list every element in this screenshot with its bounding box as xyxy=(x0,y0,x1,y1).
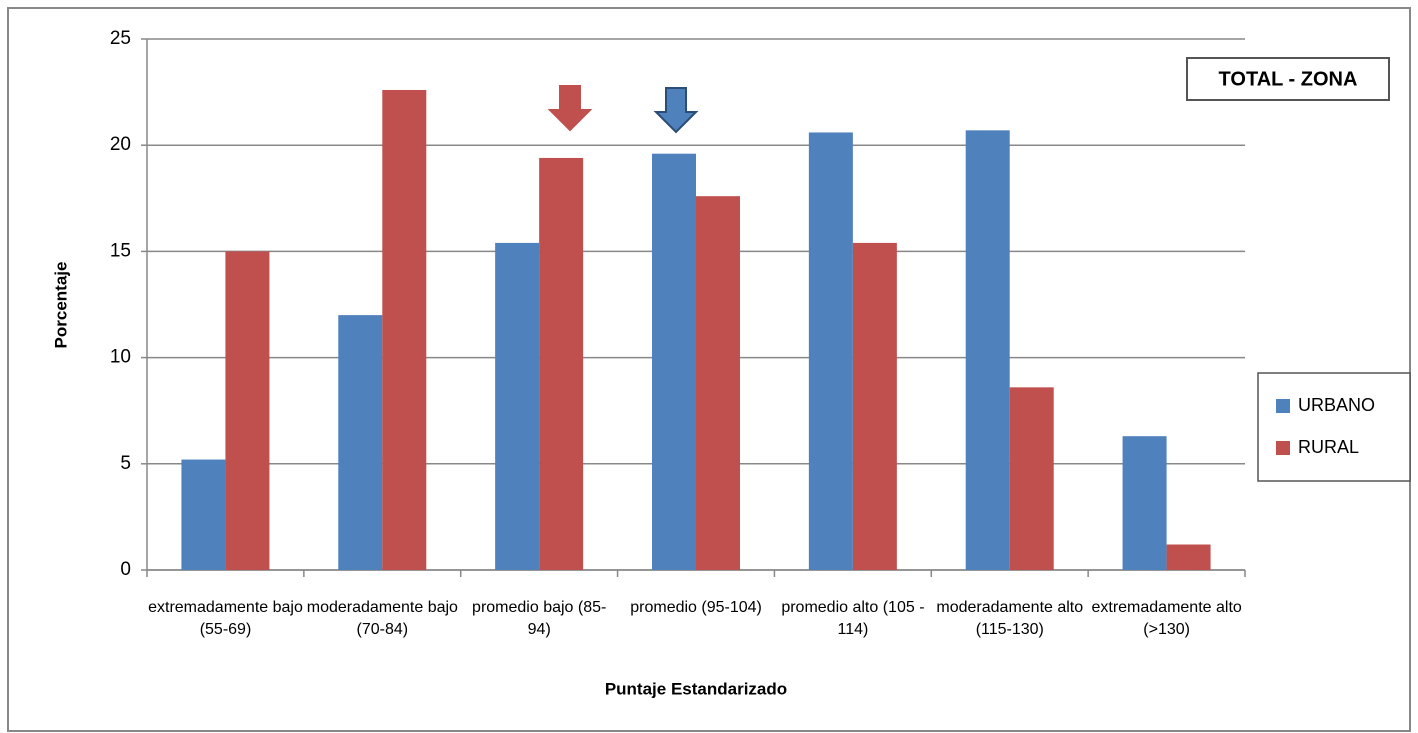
bar xyxy=(338,315,383,570)
x-axis-title: Puntaje Estandarizado xyxy=(605,679,787,698)
legend-label: URBANO xyxy=(1298,395,1375,415)
bar xyxy=(852,242,897,571)
bar xyxy=(181,459,226,570)
bar xyxy=(1166,544,1211,570)
bar xyxy=(382,89,427,570)
bar xyxy=(808,132,853,570)
y-tick-label: 15 xyxy=(110,240,131,261)
bar xyxy=(965,130,1010,570)
x-tick-label: moderadamente alto (115-130) xyxy=(936,599,1084,638)
legend-box xyxy=(1257,372,1411,482)
y-tick-label: 20 xyxy=(110,134,131,155)
bar xyxy=(652,153,696,571)
chart-border xyxy=(7,7,1411,732)
bar xyxy=(225,251,270,570)
bar xyxy=(495,242,540,571)
legend-label: RURAL xyxy=(1298,437,1359,457)
y-tick-label: 10 xyxy=(110,347,131,368)
x-tick-label: extremadamente alto (>130) xyxy=(1091,599,1242,638)
bar xyxy=(696,196,740,570)
bar xyxy=(539,157,584,570)
x-tick-label: promedio bajo (85-94) xyxy=(472,599,607,638)
x-tick-label: moderadamente bajo (70-84) xyxy=(306,599,458,638)
legend-swatch xyxy=(1276,441,1290,455)
bar xyxy=(1122,436,1167,570)
annotation-box xyxy=(1186,57,1390,101)
bar xyxy=(1009,387,1054,570)
legend-swatch xyxy=(1276,399,1290,413)
arrow-marker xyxy=(547,85,593,132)
x-tick-label: promedio alto (105 - 114) xyxy=(781,599,925,638)
y-axis-title: Porcentaje xyxy=(51,262,70,349)
y-tick-label: 0 xyxy=(120,559,131,580)
y-tick-label: 5 xyxy=(120,453,131,474)
x-tick-label: promedio (95-104) xyxy=(630,599,762,616)
x-tick-label: extremadamente bajo (55-69) xyxy=(148,599,303,638)
annotation: TOTAL - ZONA xyxy=(1219,68,1358,90)
y-tick-label: 25 xyxy=(110,28,131,49)
arrow-marker xyxy=(653,87,699,134)
